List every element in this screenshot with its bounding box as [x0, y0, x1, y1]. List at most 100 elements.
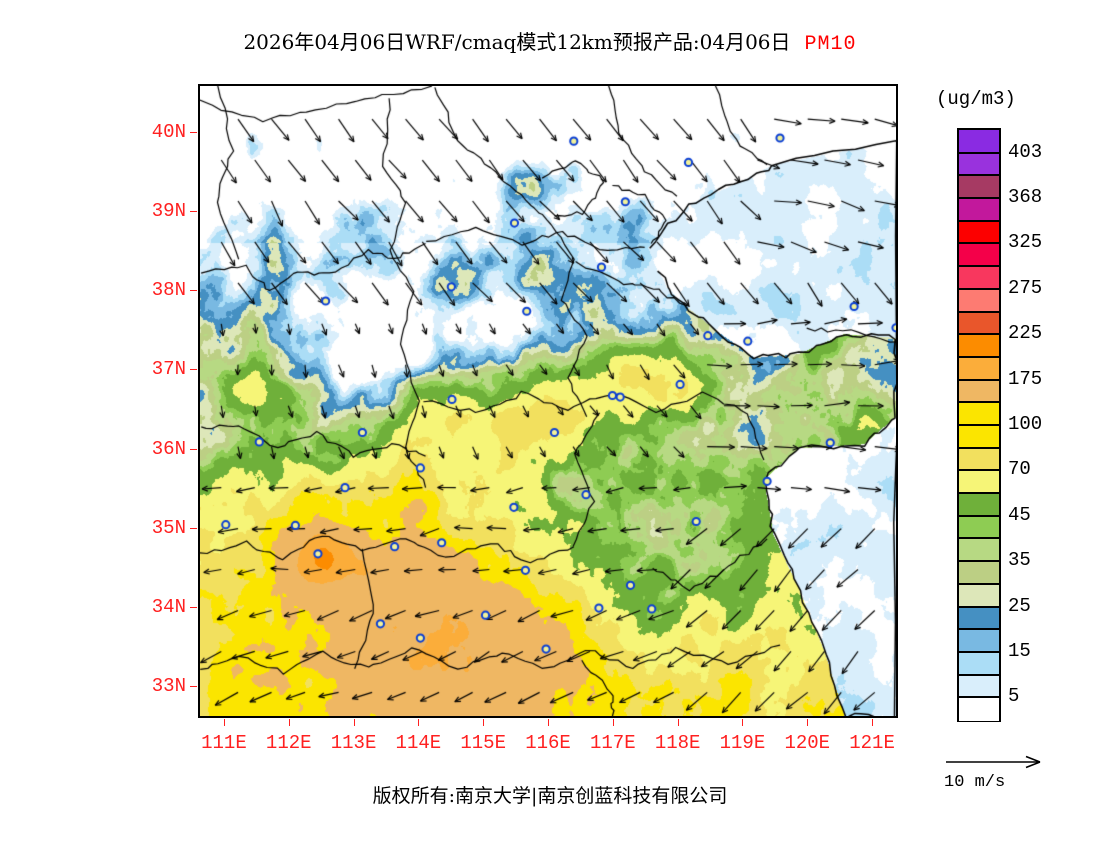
lon-tick-mark	[288, 719, 290, 726]
lat-tick-mark	[190, 369, 197, 371]
colorbar-separator	[959, 628, 999, 631]
lon-tick-label-111E: 111E	[201, 732, 247, 754]
colorbar-unit-label: (ug/m3)	[936, 88, 1016, 110]
colorbar-separator	[959, 673, 999, 676]
lat-tick-label-38N: 38N	[151, 279, 186, 302]
map-plot-area[interactable]	[198, 84, 898, 718]
page-title: 2026年04月06日WRF/cmaq模式12km预报产品:04月06日 PM10	[0, 26, 1100, 56]
colorbar-separator	[959, 265, 999, 268]
lat-tick-mark	[190, 210, 197, 212]
colorbar	[957, 128, 1001, 722]
colorbar-tick-175: 175	[1008, 367, 1043, 390]
colorbar-band-2	[959, 175, 999, 199]
lat-tick-mark	[190, 290, 197, 292]
colorbar-band-19	[959, 561, 999, 585]
lat-tick-label-37N: 37N	[151, 358, 186, 381]
colorbar-tick-403: 403	[1008, 140, 1043, 163]
colorbar-band-20	[959, 583, 999, 608]
colorbar-tick-25: 25	[1008, 594, 1031, 617]
colorbar-band-23	[959, 651, 999, 676]
lon-tick-mark	[223, 719, 225, 726]
colorbar-separator	[959, 446, 999, 449]
colorbar-separator	[959, 605, 999, 608]
lon-tick-mark	[548, 719, 549, 726]
colorbar-band-1	[959, 152, 999, 176]
lat-tick-mark	[190, 527, 197, 529]
lon-tick-mark	[872, 719, 874, 726]
title-date-model: 2026年04月06日WRF/cmaq模式12km预报产品:04月06日	[243, 30, 791, 54]
lon-tick-label-117E: 117E	[590, 732, 636, 754]
lon-tick-label-121E: 121E	[849, 732, 895, 754]
colorbar-separator	[959, 492, 999, 495]
title-species: PM10	[804, 33, 857, 56]
colorbar-separator	[959, 333, 999, 336]
lon-tick-label-119E: 119E	[719, 732, 766, 754]
copyright-footer: 版权所有:南京大学|南京创蓝科技有限公司	[372, 785, 728, 807]
lon-tick-mark	[742, 719, 744, 726]
colorbar-separator	[959, 242, 999, 245]
colorbar-separator	[959, 174, 999, 177]
colorbar-band-25	[959, 697, 999, 721]
lon-tick-label-120E: 120E	[784, 732, 831, 754]
colorbar-separator	[959, 514, 999, 517]
colorbar-band-17	[959, 515, 999, 540]
colorbar-band-3	[959, 198, 999, 222]
colorbar-band-13	[959, 425, 999, 449]
lon-tick-mark	[677, 719, 679, 726]
colorbar-band-12	[959, 402, 999, 426]
lon-tick-mark	[418, 719, 420, 726]
lon-tick-label-118E: 118E	[654, 732, 701, 754]
colorbar-band-0	[959, 130, 999, 154]
colorbar-band-11	[959, 379, 999, 403]
colorbar-band-14	[959, 447, 999, 471]
lon-tick-label-114E: 114E	[395, 732, 442, 754]
lat-tick-label-33N: 33N	[151, 675, 186, 698]
colorbar-separator	[959, 378, 999, 381]
colorbar-band-10	[959, 356, 999, 381]
wind-arrow-icon	[946, 755, 1041, 769]
colorbar-tick-325: 325	[1008, 231, 1043, 254]
colorbar-band-4	[959, 220, 999, 245]
colorbar-band-21	[959, 606, 999, 630]
colorbar-separator	[959, 560, 999, 563]
lat-tick-label-36N: 36N	[151, 437, 186, 460]
colorbar-band-22	[959, 629, 999, 653]
lon-tick-label-115E: 115E	[460, 732, 506, 754]
lat-tick-mark	[190, 607, 197, 609]
colorbar-tick-275: 275	[1008, 276, 1043, 299]
colorbar-band-16	[959, 493, 999, 517]
colorbar-separator	[959, 537, 999, 540]
colorbar-separator	[959, 650, 999, 653]
lon-tick-label-113E: 113E	[330, 732, 377, 754]
pm10-contour-map	[200, 86, 896, 716]
lon-tick-mark	[807, 719, 809, 726]
colorbar-tick-5: 5	[1008, 685, 1020, 708]
lat-tick-label-34N: 34N	[151, 596, 186, 619]
colorbar-separator	[959, 424, 999, 426]
lat-tick-label-39N: 39N	[151, 199, 186, 222]
colorbar-band-7	[959, 288, 999, 313]
colorbar-separator	[959, 582, 999, 585]
colorbar-tick-368: 368	[1008, 186, 1043, 209]
lon-tick-label-116E: 116E	[525, 732, 571, 754]
lat-tick-mark	[190, 686, 197, 688]
colorbar-band-8	[959, 311, 999, 335]
colorbar-tick-100: 100	[1008, 413, 1043, 435]
colorbar-separator	[959, 469, 999, 472]
colorbar-tick-35: 35	[1008, 549, 1031, 572]
colorbar-band-9	[959, 334, 999, 358]
colorbar-band-18	[959, 538, 999, 562]
colorbar-band-24	[959, 674, 999, 698]
colorbar-separator	[959, 355, 999, 358]
colorbar-band-5	[959, 243, 999, 267]
wind-scale-label: 10 m/s	[944, 773, 1006, 792]
lon-tick-mark	[483, 719, 485, 726]
colorbar-separator	[959, 151, 999, 154]
wind-scale-key: 10 m/s	[944, 752, 1084, 792]
lat-tick-mark	[190, 131, 197, 133]
colorbar-tick-45: 45	[1008, 503, 1031, 526]
colorbar-separator	[959, 197, 999, 200]
colorbar-separator	[959, 287, 999, 290]
colorbar-separator	[959, 696, 999, 699]
colorbar-tick-70: 70	[1008, 458, 1031, 481]
